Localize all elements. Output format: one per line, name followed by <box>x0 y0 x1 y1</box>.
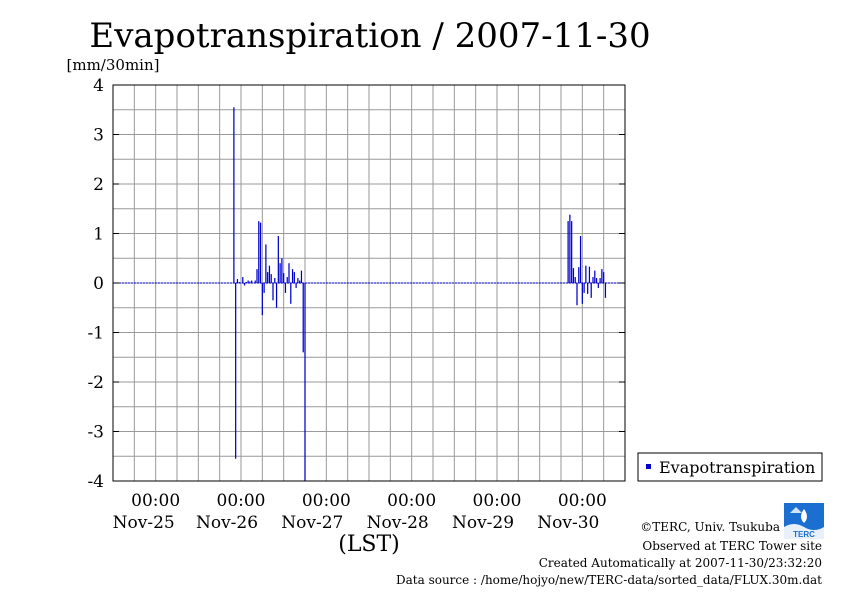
bar <box>599 278 601 283</box>
y-tick-label: -2 <box>87 373 104 393</box>
bar <box>300 270 303 283</box>
footer-created: Created Automatically at 2007-11-30/23:3… <box>538 556 822 570</box>
bar <box>572 268 575 283</box>
bar <box>268 265 271 283</box>
bar <box>263 283 265 293</box>
x-axis-label: (LST) <box>338 532 400 557</box>
bar <box>302 283 304 353</box>
bar <box>581 283 583 304</box>
bar <box>603 272 605 283</box>
bar <box>585 265 587 283</box>
bar <box>238 282 240 283</box>
bar <box>588 266 591 283</box>
x-tick-time-label: 00:00 <box>131 491 180 511</box>
bar <box>604 283 607 298</box>
y-tick-label: 3 <box>93 126 104 146</box>
footer-observed: Observed at TERC Tower site <box>642 539 822 553</box>
x-tick-date-label: Nov-26 <box>196 513 258 533</box>
bar <box>594 270 596 283</box>
bar <box>274 278 276 283</box>
x-tick-time-label: 00:00 <box>558 491 607 511</box>
bar <box>597 283 599 288</box>
y-tick-label: -4 <box>87 472 104 492</box>
bar <box>243 283 246 286</box>
bar <box>267 272 269 283</box>
x-tick-time-label: 00:00 <box>302 491 351 511</box>
x-tick-date-label: Nov-25 <box>113 513 175 533</box>
bar <box>236 279 239 283</box>
bar <box>259 222 262 283</box>
y-tick-label: 4 <box>93 76 104 96</box>
y-tick-label: 2 <box>93 175 104 195</box>
bar <box>235 283 237 459</box>
y-axis-label: [mm/30min] <box>67 56 160 74</box>
legend-box <box>637 452 823 482</box>
bar <box>286 277 288 283</box>
terc-logo-icon: TERC <box>784 503 824 539</box>
bar <box>579 235 582 283</box>
bar <box>256 269 258 283</box>
bar <box>258 221 260 283</box>
y-ticks: 4 3 2 1 0 -1 -2 -3 -4 <box>87 76 625 492</box>
bar <box>279 263 281 283</box>
y-tick-label: -1 <box>87 324 104 344</box>
bar <box>290 283 292 304</box>
bar <box>295 283 297 288</box>
y-tick-label: 0 <box>93 274 104 294</box>
x-tick-date-label: Nov-30 <box>537 513 599 533</box>
bar <box>297 278 299 283</box>
bar <box>583 283 585 293</box>
x-tick-date-label: Nov-27 <box>281 513 343 533</box>
bar <box>567 221 569 283</box>
bar <box>245 282 247 283</box>
bar <box>283 273 285 283</box>
bar <box>299 280 301 283</box>
bar <box>592 277 594 283</box>
legend-swatch <box>646 464 651 469</box>
bar <box>281 258 283 283</box>
bar <box>249 281 251 283</box>
bar <box>275 283 278 308</box>
x-tick-time-label: 00:00 <box>217 491 266 511</box>
bar <box>601 269 603 283</box>
chart-title: Evapotranspiration / 2007-11-30 <box>89 16 650 56</box>
bar <box>293 272 295 283</box>
x-tick-date-label: Nov-29 <box>452 513 514 533</box>
bar <box>578 267 580 283</box>
bar <box>576 283 578 306</box>
bar <box>265 244 267 283</box>
bar <box>595 278 598 283</box>
bar <box>569 214 571 283</box>
bars <box>113 107 625 481</box>
bar <box>233 107 235 284</box>
bar <box>590 283 592 298</box>
bar <box>277 235 279 283</box>
bar <box>242 277 244 283</box>
bar <box>254 280 256 283</box>
bar <box>251 280 253 283</box>
legend-label: Evapotranspiration <box>659 458 815 477</box>
x-tick-time-label: 00:00 <box>473 491 522 511</box>
bar <box>261 283 263 316</box>
bar <box>574 277 576 283</box>
y-tick-label: 1 <box>93 225 104 245</box>
bar <box>284 283 287 293</box>
bar <box>571 221 573 283</box>
footer-copyright: ©TERC, Univ. Tsukuba <box>640 520 780 534</box>
legend: Evapotranspiration <box>637 452 823 482</box>
bar <box>288 263 290 283</box>
bar <box>587 283 589 294</box>
x-tick-time-label: 00:00 <box>387 491 436 511</box>
bar <box>247 280 249 283</box>
x-ticks: 00:00Nov-2500:00Nov-2600:00Nov-2700:00No… <box>113 491 607 533</box>
bar <box>291 269 294 283</box>
bar <box>270 274 272 283</box>
footer-source: Data source : /home/hojyo/new/TERC-data/… <box>396 573 822 587</box>
x-tick-date-label: Nov-28 <box>367 513 429 533</box>
y-tick-label: -3 <box>87 423 104 443</box>
bar <box>272 283 274 301</box>
bar <box>304 283 306 481</box>
logo-text: TERC <box>793 530 815 539</box>
